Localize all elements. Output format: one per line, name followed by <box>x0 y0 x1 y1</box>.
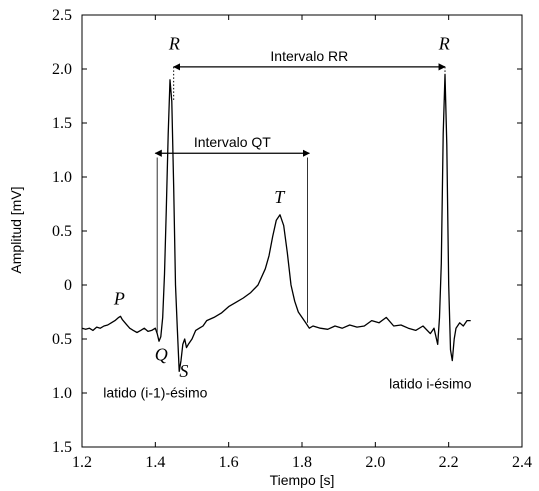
wave-label: R <box>438 34 450 54</box>
x-tick-label: 1.6 <box>219 454 239 471</box>
y-tick-label: 0 <box>64 277 72 294</box>
y-tick-label: 2.5 <box>52 7 72 24</box>
y-axis: 2.5 2.0 1.5 1.0 0.5 0 0.5 1.0 1.5 <box>52 7 522 456</box>
x-tick-label: 2.4 <box>512 454 532 471</box>
y-tick-label: 0.5 <box>52 223 72 240</box>
wave-label: R <box>168 34 180 54</box>
x-tick-label: 2.0 <box>365 454 385 471</box>
interval-guides <box>156 66 446 334</box>
x-axis-label: Tiempo [s] <box>270 472 335 488</box>
ecg-trace <box>81 73 471 373</box>
wave-label: T <box>274 187 286 207</box>
wave-labels: P R QS T R <box>113 34 450 381</box>
x-tick-label: 1.2 <box>72 454 92 471</box>
series-layer <box>81 73 471 373</box>
x-tick-label: 2.2 <box>439 454 459 471</box>
interval-label: Intervalo RR <box>270 48 348 64</box>
y-tick-label: 1.5 <box>52 439 72 456</box>
wave-label: P <box>113 288 125 308</box>
beat-label: latido (i-1)-ésimo <box>103 384 207 400</box>
y-tick-label: 2.0 <box>52 61 72 78</box>
interval-label: Intervalo QT <box>194 134 271 150</box>
y-tick-label: 1.0 <box>52 169 72 186</box>
wave-label: Q <box>155 345 168 365</box>
x-axis: 1.2 1.4 1.6 1.8 2.0 2.2 2.4 <box>72 15 532 471</box>
wave-label: S <box>179 361 188 381</box>
y-tick-label: 1.5 <box>52 115 72 132</box>
x-tick-label: 1.8 <box>292 454 312 471</box>
y-tick-label: 1.0 <box>52 385 72 402</box>
y-tick-label: 0.5 <box>52 331 72 348</box>
x-tick-label: 1.4 <box>145 454 165 471</box>
y-axis-label: Amplitud [mV] <box>8 186 24 273</box>
annotations: Intervalo RR Intervalo QT latido (i-1)-ési… <box>103 48 472 400</box>
beat-label: latido i-ésimo <box>389 376 472 392</box>
